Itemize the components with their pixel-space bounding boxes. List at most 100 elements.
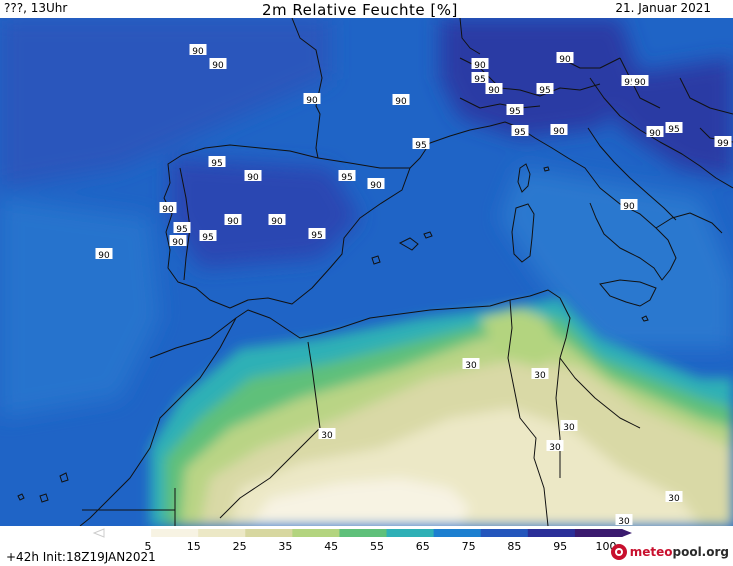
canary-3 (17, 493, 25, 501)
legend-tick-label: 25 (233, 540, 247, 553)
islands (17, 163, 657, 503)
contour-label-text: 90 (247, 173, 259, 183)
coast-gulf-lion (429, 125, 491, 144)
contour-label-box (159, 202, 177, 213)
contour-label-text: 90 (488, 86, 500, 96)
init-time-label: +42h Init:18Z19JAN2021 (6, 550, 156, 564)
legend-swatch (339, 529, 388, 537)
contour-label-box (338, 170, 356, 181)
contour-label-box (173, 222, 191, 233)
contour-label-box (621, 75, 639, 86)
contour-label: 90 (392, 94, 410, 107)
contour-label-box (189, 44, 207, 55)
contour-label-text: 90 (559, 55, 571, 65)
contour-label: 95 (621, 75, 639, 88)
contour-label: 90 (95, 248, 113, 261)
contour-label-box (536, 83, 554, 94)
contour-label-box (224, 214, 242, 225)
contour-label-text: 30 (563, 423, 575, 433)
contour-label-text: 90 (623, 202, 635, 212)
contour-label-text: 90 (98, 251, 110, 261)
contour-label: 90 (268, 214, 286, 227)
border-morocco-algeria (219, 341, 321, 519)
brand-prefix: meteo (629, 545, 673, 559)
contour-label-box (169, 235, 187, 246)
border-swiss (459, 97, 541, 109)
legend-swatch (104, 529, 152, 537)
contour-label-box (550, 124, 568, 135)
border-libya (555, 357, 561, 478)
contour-label: 30 (546, 440, 564, 453)
humid-northwest (0, 18, 330, 188)
coastlines (79, 18, 733, 526)
contour-label: 90 (367, 178, 385, 191)
border-alps (459, 57, 601, 97)
ibiza (371, 255, 381, 265)
contour-label-text: 95 (176, 225, 187, 235)
contour-label-text: 90 (474, 61, 486, 71)
legend-swatch (574, 529, 623, 537)
contour-label: 95 (506, 104, 524, 117)
contour-label-text: 95 (202, 233, 213, 243)
contour-label-box (665, 122, 683, 133)
map-title: 2m Relative Feuchte [%] (262, 1, 458, 19)
contour-label-box (665, 491, 683, 502)
africa-pale-core (250, 478, 470, 526)
contour-label-text: 90 (553, 127, 565, 137)
contour-label-box (485, 83, 503, 94)
contour-label: 95 (308, 228, 326, 241)
contour-label: 90 (244, 170, 262, 183)
contour-label: 90 (485, 83, 503, 96)
contour-label-text: 95 (539, 86, 550, 96)
legend-tick-label: 95 (553, 540, 567, 553)
contour-label: 95 (471, 72, 489, 85)
contour-label: 30 (531, 368, 549, 381)
contour-label: 90 (224, 214, 242, 227)
contour-label-box (615, 514, 633, 525)
contour-label-text: 90 (649, 129, 661, 139)
contour-label: 30 (615, 514, 633, 526)
contour-label: 30 (560, 420, 578, 433)
contour-label-text: 30 (549, 443, 561, 453)
canary-1 (59, 472, 69, 483)
legend-tick-label: 75 (462, 540, 476, 553)
contour-label-box (318, 428, 336, 439)
legend-swatch (527, 529, 576, 537)
border-balkans-1 (619, 57, 661, 109)
color-legend: 5 15 25 35 45 55 65 75 85 95 100 (92, 528, 632, 553)
contour-label-text: 90 (271, 217, 283, 227)
contour-label-text: 95 (624, 78, 635, 88)
contour-label-text: 30 (321, 431, 333, 441)
contour-label: 90 (631, 75, 649, 88)
contour-label-box (412, 138, 430, 149)
contour-label-text: 30 (668, 494, 680, 504)
contour-label: 95 (338, 170, 356, 183)
contour-label: 90 (556, 52, 574, 65)
coast-italy-heel (655, 212, 723, 234)
dry-shading (150, 298, 733, 526)
legend-swatch (386, 529, 435, 537)
contour-label-text: 95 (211, 159, 222, 169)
contour-label-text: 95 (474, 75, 485, 85)
tunisia-green (480, 308, 560, 368)
contour-label-box (714, 136, 732, 147)
contour-label-text: 90 (212, 61, 224, 71)
contour-label: 90 (209, 58, 227, 71)
menorca (423, 231, 433, 239)
brand-logo[interactable]: meteopool.org (610, 544, 729, 560)
contour-label-box (471, 72, 489, 83)
legend-min-cap (92, 528, 105, 538)
contour-label: 90 (159, 202, 177, 215)
contour-label: 90 (471, 58, 489, 71)
legend-swatch (198, 529, 246, 537)
legend-tick-label: 15 (187, 540, 201, 553)
border-algeria-tunisia (507, 299, 549, 526)
contour-label-text: 99 (717, 139, 729, 149)
contour-label-box (631, 75, 649, 86)
contour-label-text: 90 (227, 217, 239, 227)
map-footer: 5 15 25 35 45 55 65 75 85 95 100 +42h Init:18Z19JA… (0, 526, 733, 566)
valid-date-label: 21. Januar 2021 (615, 1, 711, 15)
contour-label-text: 30 (618, 517, 630, 526)
legend-tick-label: 35 (278, 540, 292, 553)
